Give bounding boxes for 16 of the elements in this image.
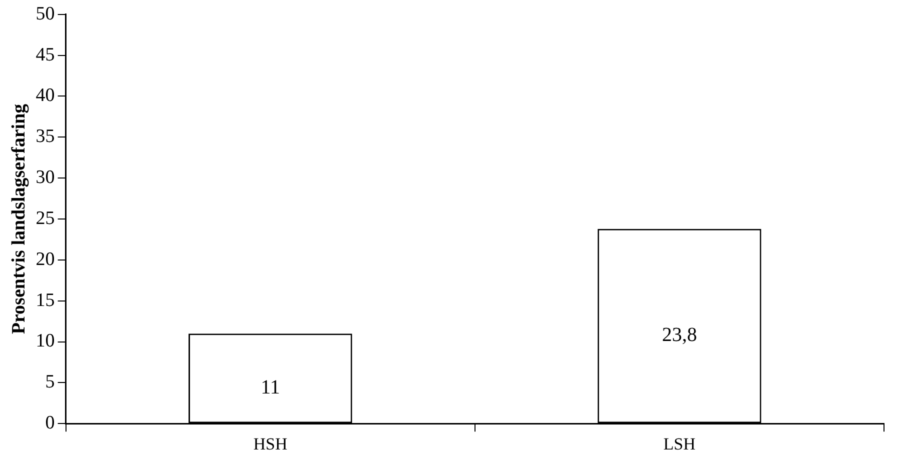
y-tick-label: 0 [45, 412, 55, 434]
y-tick-label: 45 [36, 44, 55, 66]
y-tick-label: 10 [36, 330, 55, 352]
y-tick-label: 50 [36, 3, 55, 24]
y-tick-label: 20 [36, 248, 55, 270]
y-tick-label: 35 [36, 126, 55, 148]
y-tick-label: 40 [36, 85, 55, 106]
x-tick-label: LSH [663, 434, 696, 454]
x-tick-label: HSH [253, 434, 288, 454]
y-tick-label: 30 [36, 167, 55, 188]
y-tick-label: 15 [36, 290, 55, 311]
data-label: 11 [260, 376, 280, 399]
y-tick-label: 5 [45, 372, 55, 393]
y-tick-label: 25 [36, 208, 55, 229]
y-axis-title: Prosentvis landslagserfaring [8, 103, 30, 334]
data-label: 23,8 [662, 324, 697, 346]
